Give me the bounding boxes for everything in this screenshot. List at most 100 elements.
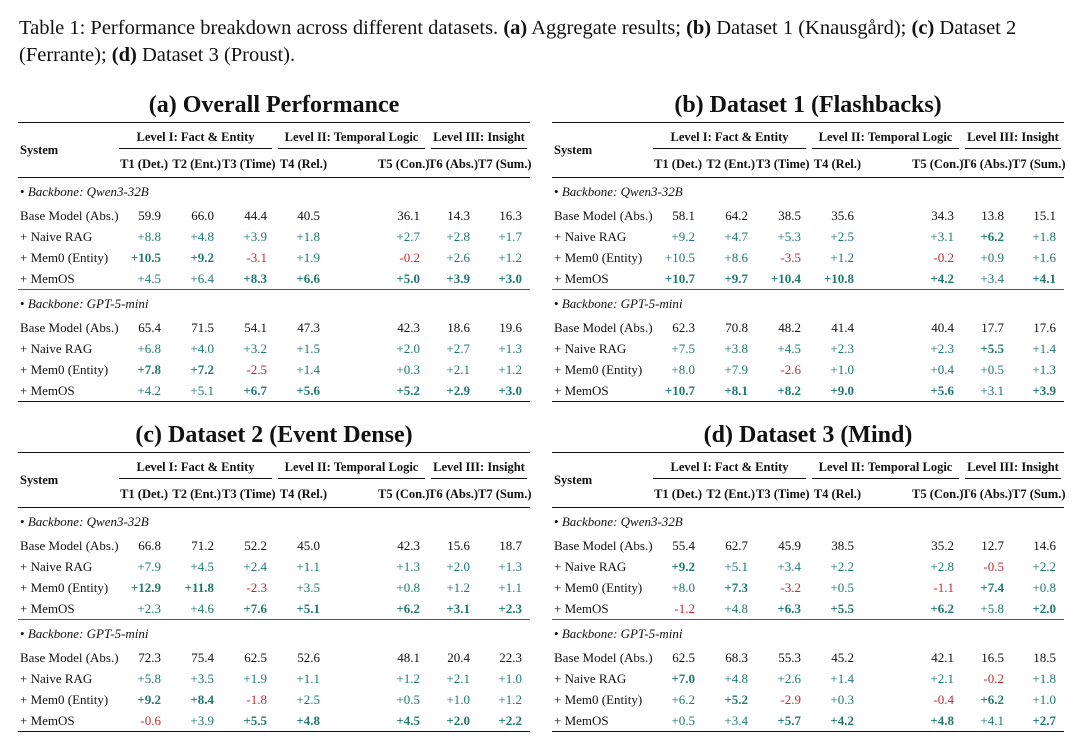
score-cell: 36.1: [397, 207, 420, 223]
system-name: Base Model (Abs.): [20, 319, 119, 335]
data-row: + Mem0 (Entity) +10.5 +8.6 -3.5 +1.2 -0.2 +0.9…: [552, 247, 1064, 268]
score-cell: +5.5: [830, 600, 854, 616]
data-row: + Naive RAG +9.2 +5.1 +3.4 +2.2 +2.8 -0.5 +2.2: [552, 556, 1064, 577]
spacer: [328, 205, 378, 226]
score-cell: +1.1: [296, 670, 320, 686]
group-header: Level I: Fact & Entity: [650, 452, 809, 481]
group-label: Level III: Insight: [431, 126, 527, 149]
data-row: + Naive RAG +9.2 +4.7 +5.3 +2.5 +3.1 +6.2 +1.8: [552, 226, 1064, 247]
system-name: + Mem0 (Entity): [554, 691, 643, 707]
column-header: T6 (Abs.): [962, 481, 1012, 508]
spacer: [328, 598, 378, 620]
score-cell: 14.6: [1033, 537, 1056, 553]
score-cell: 71.5: [191, 319, 214, 335]
spacer: [328, 535, 378, 556]
system-name: Base Model (Abs.): [554, 537, 653, 553]
spacer: [862, 359, 912, 380]
score-cell: +4.8: [724, 670, 748, 686]
score-cell: +10.5: [664, 249, 695, 265]
score-cell: +4.2: [116, 380, 169, 402]
column-row: T1 (Det.) T2 (Ent.) T3 (Time) T4 (Rel.) T5 (…: [552, 481, 1065, 508]
spacer: [328, 689, 378, 710]
score-cell: +7.5: [671, 340, 695, 356]
score-cell: +1.9: [243, 670, 267, 686]
score-cell: 54.1: [244, 319, 267, 335]
score-cell: +4.8: [275, 710, 328, 732]
score-cell: +6.3: [777, 600, 801, 616]
score-cell: +8.8: [137, 228, 161, 244]
score-cell: +9.2: [190, 249, 214, 265]
data-row: + Mem0 (Entity) +12.9 +11.8 -2.3 +3.5 +0.8 +1.…: [18, 577, 530, 598]
column-header: T2 (Ent.): [703, 481, 756, 508]
data-row: + MemOS +10.7 +9.7 +10.4 +10.8 +4.2 +3.4 +4.1: [552, 268, 1064, 290]
data-row: + MemOS +2.3 +4.6 +7.6 +5.1 +6.2 +3.1 +2.3: [18, 598, 530, 620]
spacer: [328, 226, 378, 247]
score-cell: +6.4: [190, 270, 214, 286]
score-cell: 38.5: [831, 537, 854, 553]
score-cell: +2.2: [830, 558, 854, 574]
column-header: T5 (Con.): [912, 151, 963, 178]
spacer: [328, 710, 378, 732]
table-panel: (a) Overall Performance System Level I: Fa…: [18, 88, 531, 402]
group-label: Level I: Fact & Entity: [653, 456, 806, 479]
score-cell: +2.2: [478, 710, 530, 732]
score-cell: +1.4: [830, 670, 854, 686]
data-row: + Mem0 (Entity) +10.5 +9.2 -3.1 +1.9 -0.2 +2.6…: [18, 247, 530, 268]
score-cell: +5.8: [137, 670, 161, 686]
spacer: [328, 668, 378, 689]
score-cell: +3.4: [980, 270, 1004, 286]
score-cell: +5.5: [980, 340, 1004, 356]
system-name: + Mem0 (Entity): [20, 579, 109, 595]
score-cell: -0.6: [116, 710, 169, 732]
score-cell: -1.8: [246, 691, 267, 707]
score-cell: 62.5: [244, 649, 267, 665]
score-cell: +5.1: [169, 380, 222, 402]
score-cell: +2.0: [396, 340, 420, 356]
score-cell: 42.1: [931, 649, 954, 665]
score-cell: +3.1: [930, 228, 954, 244]
panel-title: (d) Dataset 3 (Mind): [703, 422, 913, 448]
spacer: [328, 359, 378, 380]
group-header: Level III: Insight: [428, 452, 530, 481]
data-row: + Mem0 (Entity) +8.0 +7.9 -2.6 +1.0 +0.4 +0.5 +…: [552, 359, 1064, 380]
score-cell: +4.5: [190, 558, 214, 574]
score-cell: +0.8: [1032, 579, 1056, 595]
score-cell: +10.8: [823, 270, 854, 286]
system-name: + Naive RAG: [20, 340, 93, 356]
score-cell: +4.1: [962, 710, 1012, 732]
spacer: [862, 556, 912, 577]
score-cell: +4.0: [190, 340, 214, 356]
spacer: [862, 598, 912, 620]
score-cell: +1.7: [498, 228, 522, 244]
score-cell: +0.4: [930, 361, 954, 377]
group-label: Level II: Temporal Logic: [278, 126, 425, 149]
score-cell: +2.3: [830, 340, 854, 356]
spacer: [862, 151, 912, 178]
column-header: T4 (Rel.): [275, 151, 328, 178]
score-cell: 58.1: [672, 207, 695, 223]
backbone-label: Backbone: Qwen3-32B: [18, 178, 530, 206]
caption-part: Dataset 2 (Ferrante);: [19, 17, 1017, 66]
table-head: System Level I: Fact & Entity Level II: Te…: [18, 122, 531, 178]
score-cell: 15.6: [447, 537, 470, 553]
column-header: T7 (Sum.): [478, 151, 531, 178]
spacer: [862, 647, 912, 668]
group-header: Level II: Temporal Logic: [275, 122, 428, 151]
group-header: Level I: Fact & Entity: [650, 122, 809, 151]
column-header: T5 (Con.): [378, 151, 429, 178]
group-row: System Level I: Fact & Entity Level II: Te…: [552, 452, 1064, 508]
score-cell: +5.1: [296, 600, 320, 616]
score-cell: 38.5: [778, 207, 801, 223]
column-header: T4 (Rel.): [275, 481, 328, 508]
score-cell: +4.7: [724, 228, 748, 244]
score-cell: +4.5: [137, 270, 161, 286]
table-head: System Level I: Fact & Entity Level II: Te…: [552, 452, 1065, 508]
score-cell: 66.8: [138, 537, 161, 553]
score-cell: +6.2: [930, 600, 954, 616]
score-cell: +2.1: [446, 670, 470, 686]
